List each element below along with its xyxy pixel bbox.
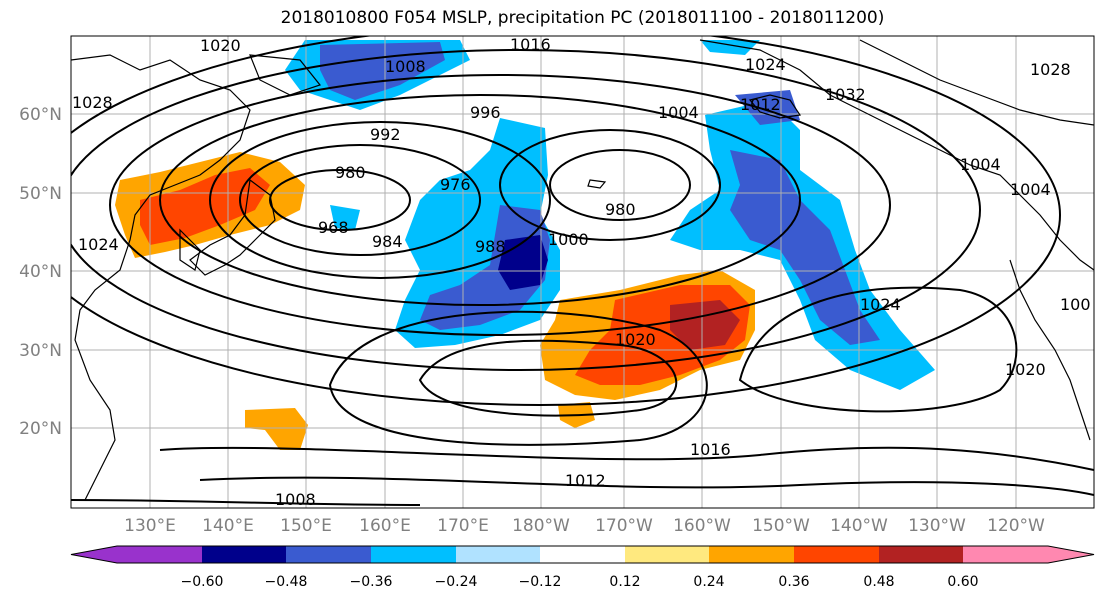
colorbar-segment bbox=[709, 546, 794, 563]
colorbar-segment bbox=[963, 546, 1094, 563]
colorbar-tick: 0.36 bbox=[778, 574, 809, 590]
contour-label: 1004 bbox=[658, 103, 699, 122]
colorbar-tick: 0.24 bbox=[693, 574, 724, 590]
lon-label: 180°W bbox=[512, 516, 570, 536]
lat-label: 30°N bbox=[19, 341, 62, 361]
contour-label: 1000 bbox=[548, 230, 589, 249]
contour-label: 1004 bbox=[1010, 180, 1051, 199]
contour-label: 1008 bbox=[385, 57, 426, 76]
contour-label: 1016 bbox=[510, 35, 551, 54]
lat-label: 50°N bbox=[19, 184, 62, 204]
colorbar-tick: −0.36 bbox=[350, 574, 393, 590]
contour-label: 980 bbox=[335, 163, 366, 182]
colorbar-segment bbox=[71, 546, 202, 563]
latitude-labels: 60°N 50°N 40°N 30°N 20°N bbox=[19, 105, 62, 439]
colorbar-tick: 0.12 bbox=[609, 574, 640, 590]
lon-label: 120°W bbox=[987, 516, 1045, 536]
colorbar-outline bbox=[70, 545, 1095, 564]
contour-label: 1024 bbox=[860, 295, 901, 314]
colorbar-segment bbox=[202, 546, 286, 563]
lat-label: 40°N bbox=[19, 262, 62, 282]
colorbar-segment bbox=[625, 546, 709, 563]
colorbar-tick: −0.48 bbox=[265, 574, 308, 590]
contour-label: 1008 bbox=[275, 490, 316, 509]
plot-area bbox=[71, 36, 1094, 508]
mslp-contours bbox=[71, 36, 1094, 506]
colorbar-tick: −0.24 bbox=[435, 574, 478, 590]
colorbar-segment bbox=[456, 546, 540, 563]
contour-label: 1012 bbox=[565, 471, 606, 490]
contour-label: 988 bbox=[475, 237, 506, 256]
contour-label: 1020 bbox=[200, 36, 241, 55]
lon-label: 150°E bbox=[280, 516, 332, 536]
lon-label: 170°W bbox=[595, 516, 653, 536]
contour-label: 968 bbox=[318, 218, 349, 237]
colorbar-ticks: −0.60 −0.48 −0.36 −0.24 −0.12 0.12 0.24 … bbox=[181, 574, 979, 590]
contour-label: 1020 bbox=[1005, 360, 1046, 379]
contour-labels: 1020 1016 1008 1028 1024 1032 996 992 10… bbox=[72, 35, 1091, 509]
colorbar-segment bbox=[286, 546, 371, 563]
contour-label: 1024 bbox=[78, 235, 119, 254]
contour-label: 1020 bbox=[615, 330, 656, 349]
colorbar-tick: −0.60 bbox=[181, 574, 224, 590]
contour-label: 1012 bbox=[740, 95, 781, 114]
longitude-labels: 130°E 140°E 150°E 160°E 170°E 180°W 170°… bbox=[124, 516, 1045, 536]
map-title: 2018010800 F054 MSLP, precipitation PC (… bbox=[280, 8, 885, 28]
lat-label: 20°N bbox=[19, 419, 62, 439]
colorbar-segment bbox=[879, 546, 963, 563]
colorbar-segment bbox=[794, 546, 879, 563]
colorbar bbox=[70, 545, 1095, 564]
lon-label: 140°E bbox=[202, 516, 254, 536]
lon-label: 130°E bbox=[124, 516, 176, 536]
lon-label: 150°W bbox=[752, 516, 810, 536]
colorbar-tick: −0.12 bbox=[519, 574, 562, 590]
colorbar-segment bbox=[371, 546, 456, 563]
lon-label: 170°E bbox=[437, 516, 489, 536]
contour-label: 992 bbox=[370, 125, 401, 144]
lon-label: 160°E bbox=[359, 516, 411, 536]
contour-label: 1024 bbox=[745, 55, 786, 74]
lat-label: 60°N bbox=[19, 105, 62, 125]
plot-frame bbox=[70, 35, 1095, 509]
contour-label: 1004 bbox=[960, 155, 1001, 174]
precip-positive-areas bbox=[115, 152, 755, 450]
contour-label: 1028 bbox=[1030, 60, 1071, 79]
contour-label: 980 bbox=[605, 200, 636, 219]
colorbar-tick: 0.48 bbox=[863, 574, 894, 590]
colorbar-segment bbox=[540, 546, 625, 563]
contour-label: 976 bbox=[440, 175, 471, 194]
lon-label: 130°W bbox=[908, 516, 966, 536]
contour-label: 1028 bbox=[72, 93, 113, 112]
contour-label: 100 bbox=[1060, 295, 1091, 314]
colorbar-tick: 0.60 bbox=[947, 574, 978, 590]
contour-label: 984 bbox=[372, 232, 403, 251]
contour-label: 996 bbox=[470, 103, 501, 122]
lon-label: 140°W bbox=[830, 516, 888, 536]
lon-label: 160°W bbox=[673, 516, 731, 536]
contour-label: 1032 bbox=[825, 85, 866, 104]
contour-label: 1016 bbox=[690, 440, 731, 459]
